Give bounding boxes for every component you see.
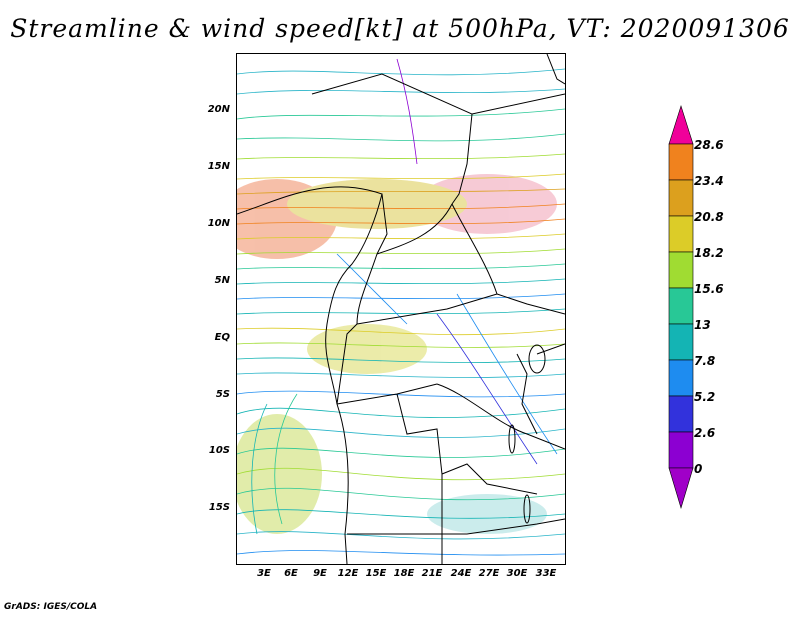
colorbar-label: 13 (694, 318, 711, 332)
lon-label-33e: 33E (535, 568, 557, 579)
lat-label-10n: 10N (207, 218, 230, 229)
lon-label-9e: 9E (313, 568, 327, 579)
lon-label-15e: 15E (365, 568, 387, 579)
colorbar-segment-2 (668, 179, 694, 217)
colorbar-segment-7 (668, 359, 694, 397)
lon-label-30e: 30E (506, 568, 528, 579)
colorbar (668, 105, 694, 510)
colorbar-segment-6 (668, 323, 694, 361)
colorbar-label: 28.6 (694, 138, 724, 152)
colorbar-label: 23.4 (694, 174, 724, 188)
country-borders (237, 54, 565, 564)
wind-speed-field (237, 174, 557, 534)
lon-label-24e: 24E (450, 568, 472, 579)
colorbar-label: 15.6 (694, 282, 724, 296)
colorbar-segment-5 (668, 287, 694, 325)
lon-label-27e: 27E (478, 568, 500, 579)
colorbar-label: 20.8 (694, 210, 724, 224)
grads-credit: GrADS: IGES/COLA (4, 602, 98, 612)
colorbar-segment-8 (668, 395, 694, 433)
streamlines (237, 58, 565, 556)
lat-label-10s: 10S (208, 445, 230, 456)
lon-label-18e: 18E (393, 568, 415, 579)
colorbar-label: 7.8 (694, 354, 716, 368)
lat-label-5s: 5S (215, 389, 230, 400)
lat-label-15n: 15N (207, 161, 230, 172)
lat-label-15s: 15S (208, 502, 230, 513)
lon-label-6e: 6E (284, 568, 298, 579)
colorbar-top-arrow (668, 105, 694, 145)
lon-label-3e: 3E (257, 568, 271, 579)
colorbar-segment-3 (668, 215, 694, 253)
lat-label-eq: EQ (214, 332, 230, 343)
streamline-map-svg (237, 54, 565, 564)
lakes (508, 344, 546, 524)
lat-label-20n: 20N (207, 104, 230, 115)
colorbar-segment-1 (668, 143, 694, 181)
lon-label-12e: 12E (337, 568, 359, 579)
colorbar-label: 0 (694, 462, 703, 476)
colorbar-segment-4 (668, 251, 694, 289)
chart-title: Streamline & wind speed[kt] at 500hPa, V… (10, 14, 790, 43)
colorbar-label: 2.6 (694, 426, 716, 440)
lat-label-5n: 5N (214, 275, 230, 286)
colorbar-label: 18.2 (694, 246, 724, 260)
colorbar-segment-9 (668, 431, 694, 469)
lon-label-21e: 21E (421, 568, 443, 579)
colorbar-bottom-arrow (668, 467, 694, 510)
streamline-map (236, 53, 566, 565)
colorbar-label: 5.2 (694, 390, 716, 404)
